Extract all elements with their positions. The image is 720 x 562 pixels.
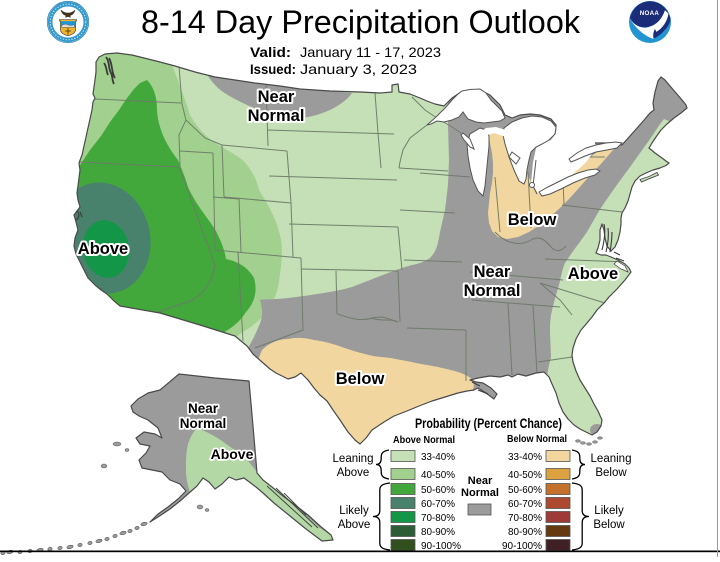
svg-text:60-70%: 60-70% [508,498,542,510]
svg-text:70-80%: 70-80% [508,512,542,524]
svg-text:33-40%: 33-40% [421,451,455,463]
svg-text:Probability (Percent Chance): Probability (Percent Chance) [415,416,562,431]
svg-text:Below: Below [336,370,385,388]
svg-text:50-60%: 50-60% [421,484,455,496]
svg-text:Above: Above [211,446,254,462]
svg-text:Likely: Likely [339,505,369,517]
svg-text:40-50%: 40-50% [508,469,542,481]
svg-text:60-70%: 60-70% [421,498,455,510]
svg-text:Above: Above [338,519,371,531]
svg-text:NOAA: NOAA [640,10,660,17]
svg-text:Likely: Likely [594,505,624,517]
svg-text:Near: Near [474,263,511,281]
svg-text:33-40%: 33-40% [508,451,542,463]
svg-text:January 11 - 17, 2023: January 11 - 17, 2023 [300,44,441,60]
svg-text:Normal: Normal [464,282,521,300]
svg-text:Normal: Normal [248,107,305,125]
svg-text:Below: Below [595,467,627,479]
svg-text:40-50%: 40-50% [421,469,455,481]
svg-text:Leaning: Leaning [591,453,632,465]
svg-text:80-90%: 80-90% [508,526,542,538]
svg-text:Normal: Normal [461,487,499,499]
svg-text:Below: Below [508,211,557,229]
svg-text:70-80%: 70-80% [421,512,455,524]
svg-text:8-14 Day Precipitation Outlook: 8-14 Day Precipitation Outlook [141,4,581,40]
svg-text:Near: Near [258,88,295,106]
svg-text:90-100%: 90-100% [502,540,542,552]
svg-text:Leaning: Leaning [333,453,374,465]
svg-text:Above Normal: Above Normal [393,434,455,446]
svg-text:Above: Above [337,467,370,479]
svg-text:Above: Above [78,240,128,258]
svg-text:Near: Near [188,401,219,416]
svg-text:Issued:: Issued: [250,61,296,77]
svg-text:Below Normal: Below Normal [507,433,567,445]
svg-text:Valid:: Valid: [250,44,291,60]
svg-text:Normal: Normal [180,416,227,431]
svg-text:January 3, 2023: January 3, 2023 [300,61,417,77]
svg-text:Near: Near [468,475,493,487]
svg-text:50-60%: 50-60% [508,484,542,496]
svg-text:Above: Above [568,265,618,283]
svg-text:80-90%: 80-90% [421,526,455,538]
svg-text:90-100%: 90-100% [421,540,461,552]
svg-text:Below: Below [593,519,625,531]
